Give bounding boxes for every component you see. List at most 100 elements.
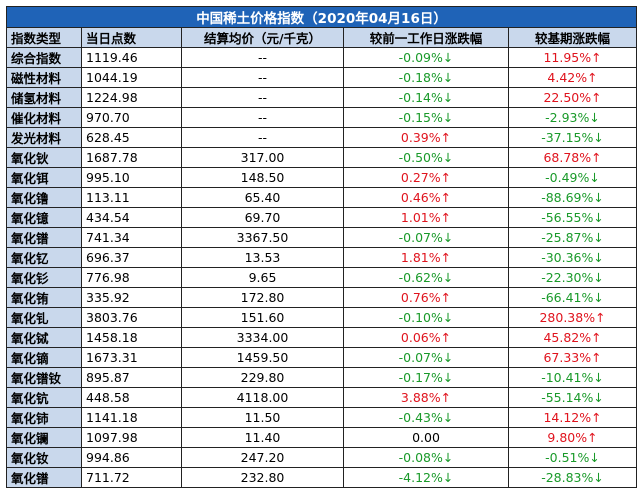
row-price: 232.80 [181, 467, 344, 488]
table-title: 中国稀土价格指数（2020年04月16日） [5, 6, 638, 28]
table-row: 氧化镝 1673.31 1459.50 -0.07%↓ 67.33%↑ [6, 347, 638, 368]
row-points: 741.34 [81, 227, 182, 248]
row-points: 434.54 [81, 207, 182, 228]
table-row: 氧化铈 1141.18 11.50 -0.43%↓ 14.12%↑ [6, 407, 638, 428]
row-base-change: -66.41%↓ [507, 287, 638, 308]
row-day-change: -0.43%↓ [343, 407, 509, 428]
row-base-change: -30.36%↓ [507, 247, 638, 268]
row-name: 氧化铽 [6, 327, 82, 348]
row-day-change: 1.01%↑ [343, 207, 509, 228]
row-day-change: 0.39%↑ [343, 127, 509, 148]
row-name: 氧化铈 [6, 407, 82, 428]
row-points: 1119.46 [81, 47, 182, 68]
row-price: 11.40 [181, 427, 344, 448]
row-price: 151.60 [181, 307, 344, 328]
row-name: 氧化钕 [6, 447, 82, 468]
header-index-type: 指数类型 [6, 27, 82, 48]
table-row: 氧化铒 995.10 148.50 0.27%↑ -0.49%↓ [6, 167, 638, 188]
row-day-change: 1.81%↑ [343, 247, 509, 268]
row-price: -- [181, 67, 344, 88]
row-base-change: 67.33%↑ [507, 347, 638, 368]
row-name: 氧化钆 [6, 307, 82, 328]
table-row: 氧化镧 1097.98 11.40 0.00 9.80%↑ [6, 427, 638, 448]
row-points: 113.11 [81, 187, 182, 208]
row-name: 氧化钇 [6, 247, 82, 268]
row-base-change: -10.41%↓ [507, 367, 638, 388]
row-base-change: 14.12%↑ [507, 407, 638, 428]
row-day-change: 3.88%↑ [343, 387, 509, 408]
row-points: 1458.18 [81, 327, 182, 348]
row-name: 氧化镱 [6, 207, 82, 228]
row-name: 氧化镥 [6, 187, 82, 208]
row-points: 895.87 [81, 367, 182, 388]
row-name: 催化材料 [6, 107, 82, 128]
row-points: 1673.31 [81, 347, 182, 368]
row-name: 氧化镨 [6, 227, 82, 248]
row-points: 1224.98 [81, 87, 182, 108]
row-day-change: -4.12%↓ [343, 467, 509, 488]
row-day-change: 0.76%↑ [343, 287, 509, 308]
row-day-change: 0.00 [343, 427, 509, 448]
row-price: 247.20 [181, 447, 344, 468]
table-row: 氧化钕 994.86 247.20 -0.08%↓ -0.51%↓ [6, 447, 638, 468]
row-day-change: -0.07%↓ [343, 347, 509, 368]
row-points: 970.70 [81, 107, 182, 128]
row-points: 776.98 [81, 267, 182, 288]
row-price: 148.50 [181, 167, 344, 188]
table-row: 氧化镱 434.54 69.70 1.01%↑ -56.55%↓ [6, 207, 638, 228]
header-row: 指数类型 当日点数 结算均价（元/千克） 较前一工作日涨跌幅 较基期涨跌幅 [6, 27, 638, 48]
row-price: 9.65 [181, 267, 344, 288]
row-price: 3367.50 [181, 227, 344, 248]
table-row: 氧化钬 1687.78 317.00 -0.50%↓ 68.78%↑ [6, 147, 638, 168]
row-day-change: -0.62%↓ [343, 267, 509, 288]
row-points: 696.37 [81, 247, 182, 268]
row-base-change: 9.80%↑ [507, 427, 638, 448]
row-day-change: -0.09%↓ [343, 47, 509, 68]
row-name: 综合指数 [6, 47, 82, 68]
table-row: 发光材料 628.45 -- 0.39%↑ -37.15%↓ [6, 127, 638, 148]
table-row: 催化材料 970.70 -- -0.15%↓ -2.93%↓ [6, 107, 638, 128]
row-price: -- [181, 87, 344, 108]
table-row: 氧化镨 741.34 3367.50 -0.07%↓ -25.87%↓ [6, 227, 638, 248]
row-name: 氧化镨钕 [6, 367, 82, 388]
row-points: 1044.19 [81, 67, 182, 88]
row-day-change: -0.14%↓ [343, 87, 509, 108]
row-day-change: 0.27%↑ [343, 167, 509, 188]
row-base-change: 68.78%↑ [507, 147, 638, 168]
row-name: 氧化钪 [6, 387, 82, 408]
table-row: 磁性材料 1044.19 -- -0.18%↓ 4.42%↑ [6, 67, 638, 88]
row-price: 317.00 [181, 147, 344, 168]
header-day-change: 较前一工作日涨跌幅 [343, 27, 509, 48]
row-points: 3803.76 [81, 307, 182, 328]
header-base-change: 较基期涨跌幅 [507, 27, 638, 48]
row-price: -- [181, 127, 344, 148]
row-name: 储氢材料 [6, 87, 82, 108]
row-price: 3334.00 [181, 327, 344, 348]
header-price: 结算均价（元/千克） [181, 27, 344, 48]
row-price: 69.70 [181, 207, 344, 228]
row-day-change: 0.06%↑ [343, 327, 509, 348]
table-row: 氧化钇 696.37 13.53 1.81%↑ -30.36%↓ [6, 247, 638, 268]
row-points: 628.45 [81, 127, 182, 148]
row-price: -- [181, 47, 344, 68]
row-price: 172.80 [181, 287, 344, 308]
table-row: 氧化钆 3803.76 151.60 -0.10%↓ 280.38%↑ [6, 307, 638, 328]
row-base-change: -25.87%↓ [507, 227, 638, 248]
table-row: 氧化铕 335.92 172.80 0.76%↑ -66.41%↓ [6, 287, 638, 308]
row-base-change: 11.95%↑ [507, 47, 638, 68]
table-row: 综合指数 1119.46 -- -0.09%↓ 11.95%↑ [6, 47, 638, 68]
table-row: 氧化镨钕 895.87 229.80 -0.17%↓ -10.41%↓ [6, 367, 638, 388]
row-base-change: -37.15%↓ [507, 127, 638, 148]
row-base-change: 22.50%↑ [507, 87, 638, 108]
row-day-change: -0.50%↓ [343, 147, 509, 168]
row-day-change: 0.46%↑ [343, 187, 509, 208]
row-day-change: -0.17%↓ [343, 367, 509, 388]
table-row: 氧化镥 113.11 65.40 0.46%↑ -88.69%↓ [6, 187, 638, 208]
row-base-change: 280.38%↑ [507, 307, 638, 328]
row-name: 氧化铒 [6, 167, 82, 188]
row-points: 448.58 [81, 387, 182, 408]
row-points: 1141.18 [81, 407, 182, 428]
price-index-table: 中国稀土价格指数（2020年04月16日） 指数类型 当日点数 结算均价（元/千… [5, 6, 638, 488]
row-price: 229.80 [181, 367, 344, 388]
row-points: 994.86 [81, 447, 182, 468]
